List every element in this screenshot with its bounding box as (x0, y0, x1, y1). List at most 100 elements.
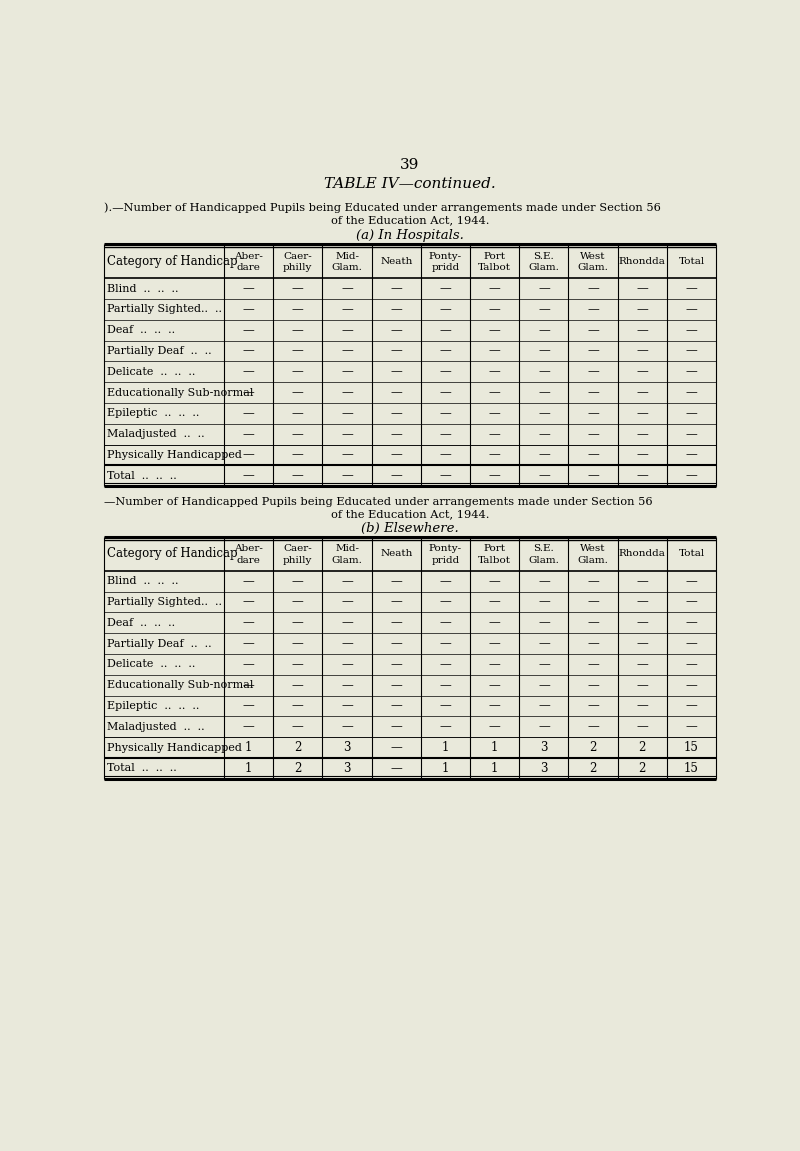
Text: —: — (587, 721, 599, 733)
Text: —: — (439, 365, 451, 379)
Text: —: — (538, 303, 550, 315)
Text: —: — (686, 428, 698, 441)
Text: —: — (538, 574, 550, 588)
Text: —: — (439, 407, 451, 420)
Text: —: — (637, 323, 648, 337)
Text: —: — (292, 721, 304, 733)
Text: 2: 2 (638, 762, 646, 775)
Text: —: — (390, 386, 402, 399)
Text: —: — (439, 386, 451, 399)
Text: —: — (242, 658, 254, 671)
Text: —: — (242, 407, 254, 420)
Text: —: — (292, 365, 304, 379)
Text: —: — (292, 407, 304, 420)
Text: —: — (242, 595, 254, 609)
Text: Glam.: Glam. (578, 262, 609, 272)
Text: philly: philly (283, 262, 313, 272)
Text: dare: dare (237, 262, 261, 272)
Text: Deaf  ..  ..  ..: Deaf .. .. .. (107, 326, 175, 335)
Text: —: — (341, 449, 353, 462)
Text: —: — (341, 365, 353, 379)
Text: Educationally Sub-normal: Educationally Sub-normal (107, 388, 254, 397)
Text: Deaf  ..  ..  ..: Deaf .. .. .. (107, 618, 175, 627)
Text: —: — (686, 595, 698, 609)
Text: —: — (390, 449, 402, 462)
Text: —: — (292, 303, 304, 315)
Text: 15: 15 (684, 741, 699, 754)
Text: —: — (439, 700, 451, 712)
Text: —: — (242, 344, 254, 358)
Text: S.E.: S.E. (534, 252, 554, 261)
Text: —: — (390, 700, 402, 712)
Text: Port: Port (484, 252, 506, 261)
Text: —: — (242, 282, 254, 295)
Text: Blind  ..  ..  ..: Blind .. .. .. (107, 283, 178, 294)
Text: —: — (439, 721, 451, 733)
Text: Neath: Neath (380, 257, 413, 266)
Text: Physically Handicapped: Physically Handicapped (107, 742, 242, 753)
Text: —: — (637, 428, 648, 441)
Text: —: — (292, 386, 304, 399)
Text: —: — (538, 616, 550, 630)
Text: S.E.: S.E. (534, 544, 554, 554)
Text: —: — (341, 700, 353, 712)
Text: —: — (242, 470, 254, 482)
Text: —: — (587, 595, 599, 609)
Text: —: — (587, 282, 599, 295)
Text: Ponty-: Ponty- (429, 544, 462, 554)
Text: —: — (292, 616, 304, 630)
Text: —: — (341, 574, 353, 588)
Text: —: — (489, 679, 501, 692)
Text: —: — (390, 323, 402, 337)
Text: —: — (489, 574, 501, 588)
Text: —: — (587, 638, 599, 650)
Text: —: — (390, 721, 402, 733)
Text: Delicate  ..  ..  ..: Delicate .. .. .. (107, 367, 195, 376)
Text: —: — (538, 658, 550, 671)
Text: —: — (489, 449, 501, 462)
Text: —: — (390, 365, 402, 379)
Text: —: — (538, 638, 550, 650)
Text: Category of Handicap: Category of Handicap (107, 254, 238, 268)
Text: —: — (489, 344, 501, 358)
Text: —: — (489, 428, 501, 441)
Text: —: — (439, 679, 451, 692)
Text: —: — (292, 323, 304, 337)
Text: —: — (637, 344, 648, 358)
Text: —: — (341, 658, 353, 671)
Text: 1: 1 (491, 762, 498, 775)
Text: —: — (489, 721, 501, 733)
Text: —: — (637, 386, 648, 399)
Text: —: — (341, 344, 353, 358)
Text: —: — (489, 386, 501, 399)
Text: —: — (341, 323, 353, 337)
Text: Mid-: Mid- (335, 544, 359, 554)
Text: —: — (390, 574, 402, 588)
Text: —: — (341, 303, 353, 315)
Text: —: — (390, 679, 402, 692)
Text: ).—Number of Handicapped Pupils being Educated under arrangements made under Sec: ).—Number of Handicapped Pupils being Ed… (104, 203, 661, 213)
Text: —: — (686, 679, 698, 692)
Text: —: — (538, 595, 550, 609)
Text: —: — (242, 638, 254, 650)
Text: —: — (637, 658, 648, 671)
Text: —: — (390, 282, 402, 295)
Text: —: — (292, 700, 304, 712)
Text: —: — (242, 721, 254, 733)
Text: —: — (292, 638, 304, 650)
Text: —: — (489, 616, 501, 630)
Text: —: — (341, 428, 353, 441)
Text: (a) In Hospitals.: (a) In Hospitals. (356, 229, 464, 242)
Text: —: — (439, 282, 451, 295)
Text: —: — (538, 386, 550, 399)
Text: Aber-: Aber- (234, 252, 263, 261)
Text: —: — (242, 386, 254, 399)
Text: —: — (587, 616, 599, 630)
Text: —: — (587, 323, 599, 337)
Text: Mid-: Mid- (335, 252, 359, 261)
Text: —: — (587, 658, 599, 671)
Text: —: — (439, 428, 451, 441)
Text: —: — (637, 616, 648, 630)
Text: —: — (292, 595, 304, 609)
Text: —: — (292, 679, 304, 692)
